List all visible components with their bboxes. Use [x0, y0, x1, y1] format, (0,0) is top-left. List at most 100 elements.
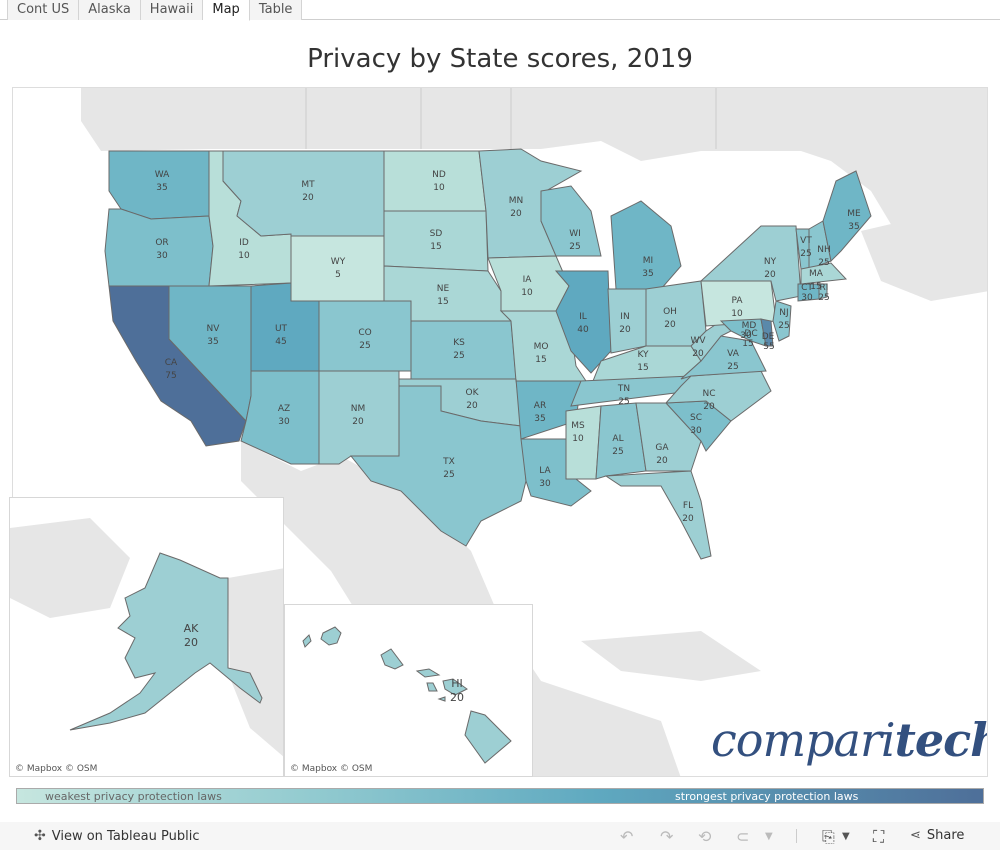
svg-text:40: 40: [577, 325, 589, 335]
svg-text:NJ: NJ: [779, 308, 788, 318]
svg-text:NY: NY: [764, 257, 777, 267]
map-attribution[interactable]: © Mapbox © OSM: [288, 764, 375, 774]
svg-text:UT: UT: [275, 324, 288, 334]
basemap-borders: [305, 88, 717, 149]
share-button[interactable]: ⋖ Share: [910, 828, 965, 843]
svg-text:55: 55: [763, 342, 774, 352]
svg-text:MI: MI: [643, 256, 653, 266]
state-ar: [515, 378, 582, 440]
svg-text:CT: CT: [801, 283, 813, 293]
download-dropdown-icon[interactable]: ▼: [842, 831, 850, 842]
svg-text:25: 25: [569, 242, 580, 252]
state-nc: [664, 370, 772, 422]
svg-text:20: 20: [466, 401, 478, 411]
svg-text:75: 75: [165, 371, 176, 381]
svg-text:20: 20: [703, 402, 715, 412]
tab-hawaii[interactable]: Hawaii: [140, 0, 204, 20]
svg-text:35: 35: [156, 183, 167, 193]
tableau-toolbar: ✣ View on Tableau Public ↶ ↷ ⟲ ⊂ ▼ ⎘ ▼ ⛶…: [0, 822, 1000, 850]
svg-text:20: 20: [619, 325, 631, 335]
svg-text:35: 35: [207, 337, 218, 347]
tableau-logo-icon: ✣: [34, 828, 46, 844]
svg-text:SD: SD: [430, 229, 443, 239]
svg-text:25: 25: [359, 341, 370, 351]
svg-text:30: 30: [539, 479, 551, 489]
svg-text:AZ: AZ: [278, 404, 290, 414]
undo-icon[interactable]: ↶: [620, 827, 634, 846]
svg-text:WV: WV: [690, 336, 706, 346]
svg-text:15: 15: [437, 297, 448, 307]
svg-text:25: 25: [727, 362, 738, 372]
refresh-dropdown-icon[interactable]: ▼: [765, 831, 773, 842]
svg-text:OR: OR: [155, 238, 168, 248]
states-layer: [104, 148, 872, 560]
svg-text:25: 25: [453, 351, 464, 361]
svg-text:10: 10: [238, 251, 250, 261]
page-title: Privacy by State scores, 2019: [307, 44, 693, 74]
svg-text:NV: NV: [207, 324, 221, 334]
svg-text:LA: LA: [539, 466, 551, 476]
comparitech-logo: comparitech: [711, 713, 987, 767]
us-choropleth-map[interactable]: WA 35 OR 30 CA 75 ID 10 NV 35 UT 45 AZ 30 MT 20 …: [12, 87, 988, 777]
legend-high-label: strongest privacy protection laws: [675, 790, 859, 803]
svg-text:45: 45: [275, 337, 286, 347]
tab-alaska[interactable]: Alaska: [79, 0, 141, 20]
svg-text:25: 25: [612, 447, 623, 457]
svg-text:MN: MN: [509, 196, 524, 206]
refresh-icon[interactable]: ⊂: [736, 827, 750, 846]
svg-text:30: 30: [278, 417, 290, 427]
svg-text:MO: MO: [534, 342, 549, 352]
state-nd: [383, 150, 487, 212]
svg-text:GA: GA: [655, 443, 669, 453]
svg-text:SC: SC: [690, 413, 702, 423]
tab-table[interactable]: Table: [249, 0, 303, 20]
redo-icon[interactable]: ↷: [660, 827, 674, 846]
alaska-inset-map[interactable]: AK 20 © Mapbox © OSM: [9, 497, 284, 777]
state-nj: [772, 300, 792, 342]
state-ms: [565, 405, 602, 480]
alaska-map-canvas: AK 20: [10, 518, 283, 757]
hawaii-inset-map[interactable]: HI 20 © Mapbox © OSM: [284, 604, 533, 777]
svg-text:20: 20: [302, 193, 314, 203]
svg-text:VT: VT: [800, 236, 812, 246]
state-ga: [635, 402, 702, 472]
svg-text:WA: WA: [155, 170, 170, 180]
svg-text:MS: MS: [571, 421, 585, 431]
svg-text:25: 25: [818, 258, 829, 268]
tab-map[interactable]: Map: [203, 0, 250, 21]
svg-text:FL: FL: [683, 501, 693, 511]
svg-text:CA: CA: [165, 358, 178, 368]
svg-text:15: 15: [742, 339, 753, 349]
svg-text:CO: CO: [358, 328, 371, 338]
view-on-tableau-button[interactable]: ✣ View on Tableau Public: [34, 828, 200, 844]
tab-cont-us[interactable]: Cont US: [7, 0, 80, 20]
state-ma: [800, 262, 848, 285]
svg-text:20: 20: [692, 349, 704, 359]
svg-text:NE: NE: [437, 284, 450, 294]
svg-text:ME: ME: [847, 209, 861, 219]
state-sd: [383, 210, 489, 272]
svg-text:20: 20: [510, 209, 522, 219]
svg-text:NC: NC: [702, 389, 715, 399]
state-wy: [290, 235, 385, 302]
sheet-tabs: Cont US Alaska Hawaii Map Table: [0, 0, 1000, 21]
revert-icon[interactable]: ⟲: [698, 827, 712, 846]
svg-text:35: 35: [848, 222, 859, 232]
state-ak: [69, 552, 263, 731]
svg-text:HI: HI: [451, 677, 463, 690]
download-icon[interactable]: ⎘: [822, 827, 835, 846]
svg-text:30: 30: [801, 293, 813, 303]
fullscreen-icon[interactable]: ⛶: [873, 827, 885, 846]
svg-text:IA: IA: [523, 275, 533, 285]
svg-text:NH: NH: [817, 245, 831, 255]
svg-text:25: 25: [800, 249, 811, 259]
toolbar-divider: [796, 829, 797, 843]
svg-text:PA: PA: [731, 296, 743, 306]
svg-text:WI: WI: [569, 229, 581, 239]
map-attribution[interactable]: © Mapbox © OSM: [13, 764, 100, 774]
state-ks: [410, 320, 517, 380]
svg-text:25: 25: [778, 321, 789, 331]
svg-text:20: 20: [682, 514, 694, 524]
